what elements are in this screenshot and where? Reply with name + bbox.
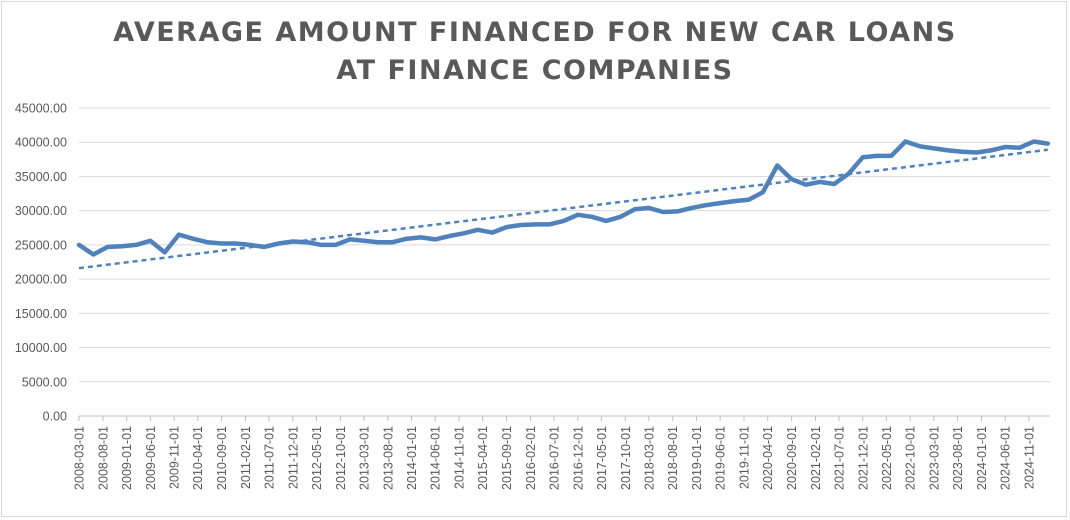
x-tick-label: 2014-01-01 bbox=[405, 426, 419, 490]
x-tick-label: 2018-03-01 bbox=[642, 426, 656, 490]
y-axis: 0.00 5000.00 10000.00 15000.00 20000.00 25000… bbox=[15, 102, 67, 424]
x-tick-label: 2020-04-01 bbox=[761, 426, 775, 490]
x-tick-label: 2008-03-01 bbox=[73, 426, 87, 490]
x-tick-label: 2013-03-01 bbox=[357, 426, 371, 490]
x-tick-label: 2022-05-01 bbox=[880, 426, 894, 490]
x-tick-label: 2017-10-01 bbox=[619, 426, 633, 490]
x-tick-label: 2021-07-01 bbox=[832, 426, 846, 490]
series-layer bbox=[76, 139, 1051, 270]
chart-title-line-2: AT FINANCE COMPANIES bbox=[336, 55, 734, 86]
y-tick-label: 25000.00 bbox=[15, 238, 67, 252]
x-tick-label: 2010-04-01 bbox=[191, 426, 205, 490]
x-tick-label: 2012-05-01 bbox=[310, 426, 324, 490]
x-tick-label: 2009-01-01 bbox=[120, 426, 134, 490]
x-tick-label: 2009-06-01 bbox=[144, 426, 158, 490]
x-tick-label: 2021-12-01 bbox=[856, 426, 870, 490]
x-tick-label: 2024-11-01 bbox=[1023, 426, 1037, 489]
x-tick-label: 2015-09-01 bbox=[500, 426, 514, 490]
y-tick-label: 10000.00 bbox=[15, 341, 67, 355]
x-tick-label: 2019-06-01 bbox=[714, 426, 728, 490]
y-tick-label: 20000.00 bbox=[15, 273, 67, 287]
x-tick-label: 2013-08-01 bbox=[381, 426, 395, 490]
x-tick-label: 2009-11-01 bbox=[168, 426, 182, 489]
y-tick-label: 0.00 bbox=[43, 410, 67, 424]
gridlines bbox=[79, 107, 1050, 383]
x-tick-label: 2021-02-01 bbox=[809, 426, 823, 490]
y-tick-label: 15000.00 bbox=[15, 307, 67, 321]
x-tick-label: 2023-08-01 bbox=[951, 426, 965, 490]
x-tick-label: 2016-07-01 bbox=[547, 426, 561, 490]
y-tick-label: 30000.00 bbox=[15, 204, 67, 218]
x-tick-label: 2012-10-01 bbox=[334, 426, 348, 490]
x-tick-label: 2008-08-01 bbox=[96, 426, 110, 490]
trendline bbox=[78, 148, 1048, 270]
x-tick-label: 2015-04-01 bbox=[476, 426, 490, 490]
chart-title: AVERAGE AMOUNT FINANCED FOR NEW CAR LOAN… bbox=[0, 14, 1070, 90]
chart-title-line-1: AVERAGE AMOUNT FINANCED FOR NEW CAR LOAN… bbox=[113, 17, 957, 48]
x-tick-label: 2024-01-01 bbox=[975, 426, 989, 490]
x-tick-label: 2016-12-01 bbox=[571, 426, 585, 490]
y-tick-label: 45000.00 bbox=[15, 102, 67, 116]
series-line bbox=[76, 139, 1051, 257]
x-tick-label: 2019-01-01 bbox=[690, 426, 704, 490]
x-tick-label: 2010-09-01 bbox=[215, 426, 229, 490]
x-tick-label: 2011-07-01 bbox=[262, 426, 276, 489]
x-tick-label: 2018-08-01 bbox=[666, 426, 680, 490]
x-tick-label: 2017-05-01 bbox=[595, 426, 609, 490]
x-tick-label: 2020-09-01 bbox=[785, 426, 799, 490]
x-tick-label: 2023-03-01 bbox=[927, 426, 941, 490]
x-tick-label: 2014-06-01 bbox=[429, 426, 443, 490]
x-tick-label: 2014-11-01 bbox=[453, 426, 467, 489]
y-tick-label: 35000.00 bbox=[15, 170, 67, 184]
x-tick-label: 2022-10-01 bbox=[904, 426, 918, 490]
x-tick-label: 2016-02-01 bbox=[524, 426, 538, 490]
x-tick-label: 2019-11-01 bbox=[738, 426, 752, 489]
x-tick-label: 2024-06-01 bbox=[999, 426, 1013, 490]
x-axis: 2008-03-01 2008-08-01 2009-01-01 2009-06-01… bbox=[73, 415, 1050, 490]
y-tick-label: 40000.00 bbox=[15, 136, 67, 150]
x-tick-label: 2011-12-01 bbox=[286, 426, 300, 489]
x-tick-label: 2011-02-01 bbox=[239, 426, 253, 489]
y-tick-label: 5000.00 bbox=[22, 375, 67, 389]
